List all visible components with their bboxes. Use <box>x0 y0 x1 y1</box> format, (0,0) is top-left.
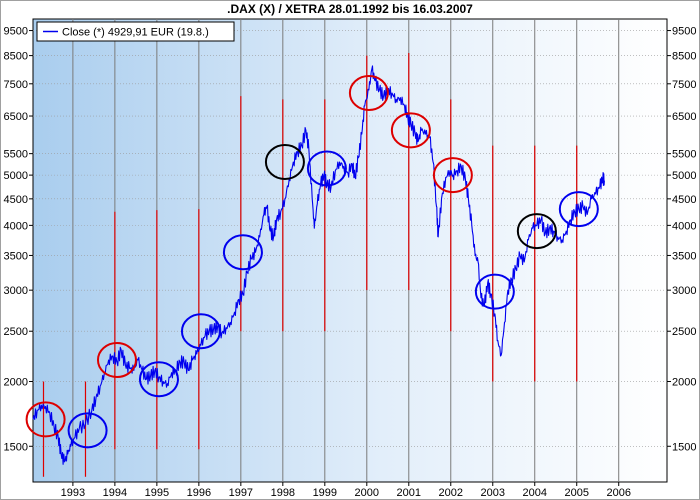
y-tick-label-left: 1500 <box>4 441 28 453</box>
y-tick-label-left: 5000 <box>4 170 28 182</box>
highlight-circle <box>67 412 108 449</box>
y-tick-label-left: 4500 <box>4 194 28 206</box>
x-axis: 1993 1994 1995 1996 1997 1998 1999 2000 2001 2002… <box>61 482 631 499</box>
highlight-circle <box>390 112 431 149</box>
y-tick-label-left: 7500 <box>4 79 28 91</box>
y-axis-right: 1500 2000 2500 3000 3500 4000 4500 5000 5500 6500… <box>667 26 696 453</box>
highlight-circle <box>138 361 179 398</box>
y-tick-label-left: 2000 <box>4 376 28 388</box>
x-tick-label: 1998 <box>271 487 295 499</box>
highlight-circle <box>432 157 473 194</box>
x-tick-label: 2002 <box>439 487 463 499</box>
highlight-circle <box>516 213 557 250</box>
y-tick-label-right: 6500 <box>672 111 696 123</box>
circle-annotations <box>25 74 599 449</box>
highlight-circle <box>222 234 263 271</box>
highlight-circle <box>558 191 599 228</box>
y-tick-label-right: 1500 <box>672 441 696 453</box>
x-tick-label: 1996 <box>187 487 211 499</box>
y-tick-label-right: 5500 <box>672 149 696 161</box>
x-tick-label: 1993 <box>61 487 85 499</box>
y-tick-label-left: 6500 <box>4 111 28 123</box>
y-tick-label-left: 5500 <box>4 149 28 161</box>
x-tick-label: 2000 <box>355 487 379 499</box>
legend: Close (*) 4929,91 EUR (19.8.) <box>36 21 235 42</box>
highlight-circle <box>25 401 66 438</box>
y-axis-left: 1500 2000 2500 3000 3500 4000 4500 5000 5500 6500… <box>4 26 33 453</box>
highlight-circle <box>348 74 389 111</box>
x-tick-label: 2005 <box>564 487 588 499</box>
y-tick-label-right: 5000 <box>672 170 696 182</box>
y-tick-label-right: 7500 <box>672 79 696 91</box>
x-tick-label: 1999 <box>313 487 337 499</box>
legend-box <box>36 21 235 42</box>
y-tick-label-left: 3500 <box>4 250 28 262</box>
y-tick-label-right: 3500 <box>672 250 696 262</box>
chart-title: .DAX (X) / XETRA 28.01.1992 bis 16.03.20… <box>227 2 473 16</box>
y-tick-label-left: 9500 <box>4 26 28 38</box>
y-tick-label-right: 8500 <box>672 51 696 63</box>
y-tick-label-right: 3000 <box>672 285 696 297</box>
highlight-circle <box>264 143 305 180</box>
y-tick-label-left: 3000 <box>4 285 28 297</box>
x-tick-label: 1995 <box>145 487 169 499</box>
y-tick-label-right: 4000 <box>672 220 696 232</box>
y-tick-label-left: 8500 <box>4 51 28 63</box>
y-tick-label-right: 2500 <box>672 326 696 338</box>
legend-label: Close (*) 4929,91 EUR (19.8.) <box>62 27 209 39</box>
y-tick-label-right: 9500 <box>672 26 696 38</box>
highlight-circle <box>96 342 137 379</box>
x-tick-label: 2004 <box>522 487 546 499</box>
y-tick-label-right: 2000 <box>672 376 696 388</box>
x-tick-label: 2006 <box>606 487 630 499</box>
highlight-circle <box>180 313 221 350</box>
y-tick-label-left: 2500 <box>4 326 28 338</box>
x-tick-label: 2003 <box>481 487 505 499</box>
highlight-circle <box>474 273 515 310</box>
x-tick-label: 2001 <box>397 487 421 499</box>
highlight-circle <box>306 150 347 187</box>
x-tick-label: 1997 <box>229 487 253 499</box>
x-tick-label: 1994 <box>103 487 127 499</box>
y-tick-label-right: 4500 <box>672 194 696 206</box>
y-tick-label-left: 4000 <box>4 220 28 232</box>
